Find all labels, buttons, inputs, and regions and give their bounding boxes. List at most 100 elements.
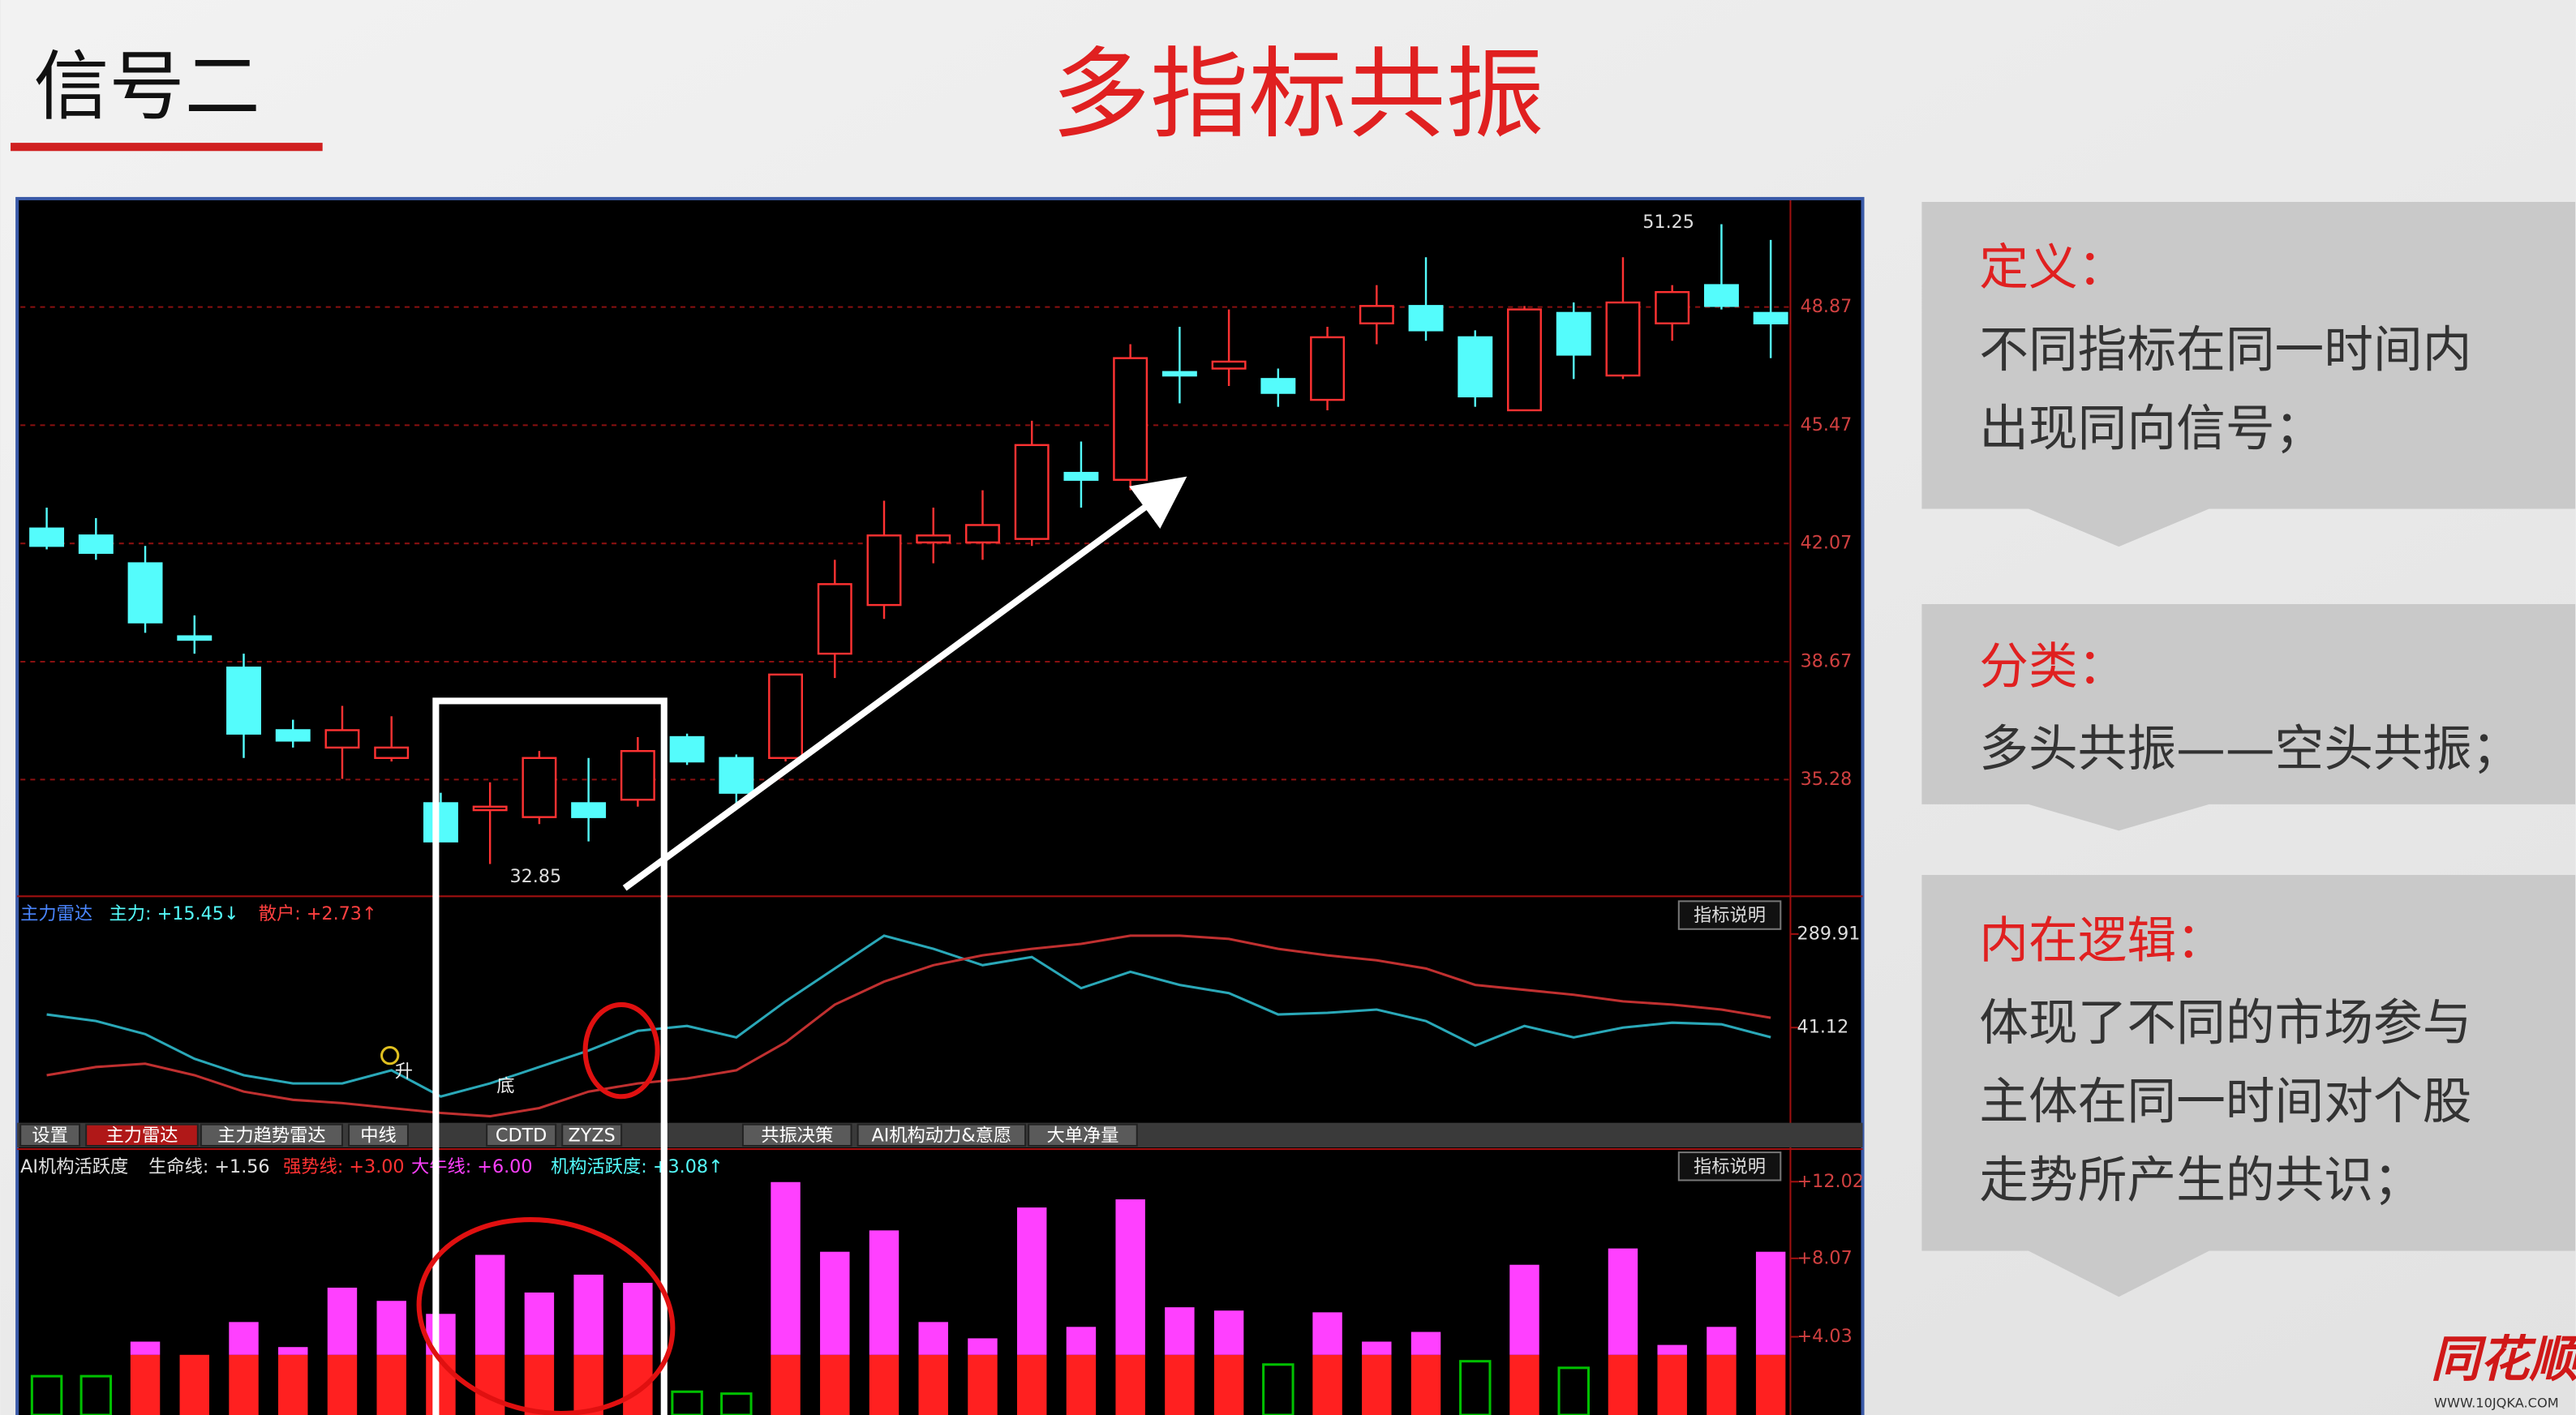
candle-body (374, 746, 410, 759)
bar-segment (1312, 1312, 1342, 1355)
candle-body (1161, 371, 1197, 377)
tab[interactable] (741, 1123, 852, 1147)
candle-body (866, 534, 902, 607)
y-tick-label: 45.47 (1801, 414, 1853, 435)
legend-entry: 机构活跃度: +3.08↑ (551, 1156, 723, 1177)
bar-segment (130, 1341, 161, 1355)
tab[interactable] (19, 1123, 81, 1147)
candle-body (1063, 471, 1099, 481)
bar-segment (327, 1354, 358, 1415)
bar-segment (1115, 1199, 1145, 1355)
candle-body (817, 583, 852, 655)
underline (11, 143, 323, 152)
bar-segment (426, 1354, 456, 1415)
bar-segment (820, 1354, 850, 1415)
candle-body (1655, 290, 1690, 324)
bar-segment (869, 1354, 899, 1415)
bar-segment (1362, 1341, 1392, 1355)
bar-segment (968, 1354, 998, 1415)
bar-segment (968, 1338, 998, 1355)
legend-entry: 主力: +15.45↓ (109, 903, 239, 924)
indicator-button-label: 指标说明 (1694, 1156, 1766, 1177)
bar-segment (1016, 1354, 1047, 1415)
bar-segment (1066, 1354, 1097, 1415)
y-tick-label: 289.91 (1797, 923, 1861, 944)
y-tick-label: 48.87 (1801, 296, 1853, 317)
highlight-box (432, 697, 668, 1415)
candle-body (324, 729, 360, 749)
bar-segment (229, 1354, 259, 1415)
chart-frame (15, 196, 1865, 1415)
candle-body (226, 667, 261, 735)
callout (1921, 874, 2576, 1297)
tab[interactable] (857, 1123, 1027, 1147)
bar-segment (623, 1282, 653, 1355)
callout-text: 主体在同一时间对个股 (1979, 1074, 2471, 1130)
bar-segment (327, 1287, 358, 1355)
bar-segment (524, 1292, 555, 1355)
tab[interactable] (486, 1123, 557, 1147)
candle-body (1507, 308, 1542, 412)
bar-segment (1016, 1207, 1047, 1355)
tab-label: 中线 (360, 1125, 397, 1146)
bar-segment (1213, 1310, 1244, 1355)
candle-body (1211, 360, 1247, 370)
tab[interactable] (348, 1123, 409, 1147)
hand-circle (416, 1217, 676, 1415)
hand-circle (582, 1001, 660, 1100)
tab[interactable] (561, 1123, 623, 1147)
candle-body (1359, 305, 1394, 324)
candle-body (1260, 378, 1296, 394)
candle-body (1014, 444, 1050, 540)
callout (1921, 201, 2576, 547)
trend-arrow (622, 476, 1187, 891)
tab-label: CDTD (496, 1125, 547, 1146)
tab[interactable] (200, 1123, 343, 1147)
bar-segment (1066, 1327, 1097, 1355)
y-tick-label: 41.12 (1797, 1017, 1849, 1038)
tab[interactable] (85, 1123, 199, 1147)
bar-segment (918, 1354, 948, 1415)
bar-segment (1755, 1251, 1786, 1355)
y-tick-label: 35.28 (1801, 769, 1853, 790)
legend-entry: 大牛线: +6.00 (411, 1156, 533, 1177)
candle-body (1605, 301, 1641, 377)
bar-segment (918, 1322, 948, 1355)
candle-body (423, 802, 458, 843)
bar-segment (1509, 1264, 1539, 1355)
candle-body (1113, 357, 1148, 481)
bar-segment (771, 1354, 801, 1415)
candle-body (965, 524, 1000, 544)
y-tick-label: +4.03 (1797, 1326, 1853, 1347)
candle-body (1703, 284, 1739, 307)
tab-label: 大单净量 (1046, 1125, 1118, 1146)
callout-heading: 分类： (1979, 639, 2127, 696)
signal-dot (380, 1046, 400, 1066)
bar-segment (1608, 1248, 1638, 1355)
bar-segment (1410, 1354, 1441, 1415)
tab-label: ZYZS (569, 1125, 616, 1146)
indicator-button-label: 指标说明 (1694, 905, 1766, 926)
bar-segment (869, 1230, 899, 1355)
candle-body (1556, 311, 1591, 356)
callout-text: 体现了不同的市场参与 (1979, 995, 2471, 1052)
callout-text: 出现同向信号； (1979, 401, 2324, 457)
candle-body (768, 673, 804, 759)
bar-segment (1755, 1354, 1786, 1415)
bar-segment (1362, 1354, 1392, 1415)
candle-body (1458, 336, 1493, 398)
slide-title: 多指标共振 (1052, 37, 1544, 152)
callout-text: 不同指标在同一时间内 (1979, 322, 2471, 379)
y-tick-label: 38.67 (1801, 650, 1853, 671)
tab-label: 共振决策 (761, 1125, 833, 1146)
signal-label: 信号二 (33, 43, 260, 131)
callout-heading: 内在逻辑： (1979, 913, 2226, 970)
legend-entry: 强势线: +3.00 (283, 1156, 405, 1177)
panel-title: AI机构活跃度 (20, 1156, 128, 1177)
bar-segment (771, 1181, 801, 1355)
indicator-button (1677, 900, 1782, 930)
tab[interactable] (1028, 1123, 1138, 1147)
tab-label: 主力雷达 (105, 1125, 178, 1146)
